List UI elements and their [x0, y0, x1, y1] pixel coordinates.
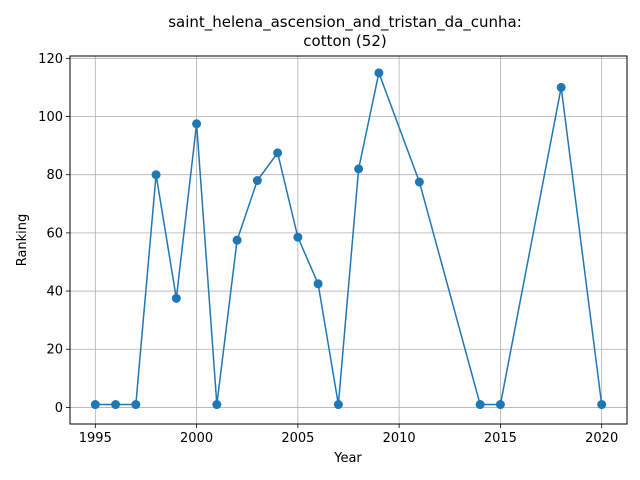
x-axis-label: Year — [333, 451, 362, 466]
series-line — [95, 70, 603, 406]
x-tick-label: 2010 — [383, 431, 416, 446]
data-point — [374, 68, 384, 78]
data-point — [171, 293, 181, 303]
data-point — [212, 400, 222, 410]
y-tick-label: 20 — [46, 343, 63, 358]
data-point — [273, 148, 283, 158]
y-tick-label: 40 — [46, 285, 63, 300]
y-axis-ticks: 0 20 40 60 80 100 120 — [38, 52, 70, 416]
data-point — [597, 400, 607, 410]
data-point — [293, 232, 303, 242]
data-point — [151, 170, 161, 180]
x-tick-label: 2015 — [484, 431, 517, 446]
y-tick-label: 120 — [38, 52, 63, 67]
x-tick-label: 2005 — [281, 431, 314, 446]
chart-title-line-1: saint_helena_ascension_and_tristan_da_cu… — [168, 13, 522, 32]
data-point — [556, 82, 566, 92]
data-point — [313, 279, 323, 289]
chart-title-line-2: cotton (52) — [303, 32, 386, 50]
x-axis-ticks: 1995 2000 2005 2010 2015 2020 — [79, 424, 618, 446]
data-point — [131, 400, 141, 410]
data-point — [232, 235, 242, 245]
data-point — [475, 400, 485, 410]
data-point — [90, 400, 100, 410]
x-tick-label: 2020 — [585, 431, 618, 446]
y-tick-label: 0 — [55, 401, 63, 416]
data-point — [414, 177, 424, 187]
data-point — [354, 164, 364, 174]
data-point — [192, 119, 202, 129]
data-point — [111, 400, 121, 410]
plot-frame — [69, 55, 628, 425]
x-tick-label: 2000 — [180, 431, 213, 446]
data-point — [252, 176, 262, 186]
data-series — [90, 68, 607, 410]
x-tick-label: 1995 — [79, 431, 112, 446]
y-axis-label: Ranking — [15, 214, 30, 267]
y-tick-label: 60 — [46, 226, 63, 241]
y-tick-label: 80 — [46, 168, 63, 183]
y-tick-label: 100 — [38, 110, 63, 125]
data-point — [333, 400, 343, 410]
data-point — [495, 400, 505, 410]
